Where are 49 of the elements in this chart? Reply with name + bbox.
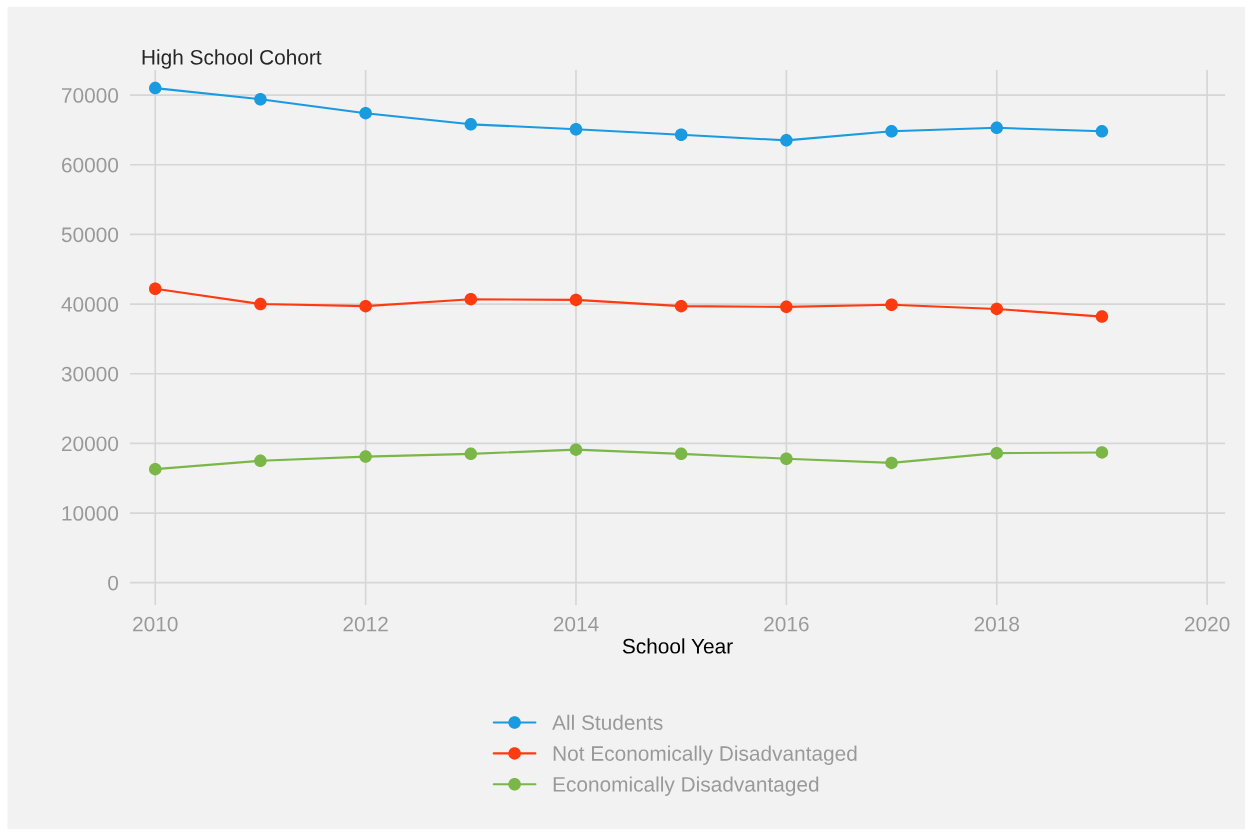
point — [780, 452, 793, 465]
point — [1095, 310, 1109, 323]
y-tick-label: 20000 — [62, 436, 119, 452]
legend-label: Economically Disadvantaged — [553, 776, 819, 796]
x-tick-label: 2014 — [553, 616, 599, 632]
point — [990, 302, 1003, 316]
legend-label: Not Economically Disadvantaged — [553, 745, 857, 765]
point — [148, 462, 162, 476]
y-tick-label: 30000 — [61, 366, 119, 382]
point — [254, 297, 267, 311]
point — [464, 447, 478, 461]
point — [674, 447, 688, 461]
point — [674, 128, 688, 142]
point — [569, 293, 583, 307]
y-tick-label: 40000 — [61, 297, 119, 312]
point — [148, 81, 162, 95]
point — [569, 443, 583, 456]
point — [885, 125, 898, 138]
point — [254, 454, 267, 468]
x-tick-label: 2018 — [974, 616, 1020, 632]
point — [990, 446, 1003, 460]
y-tick-label: 70000 — [62, 88, 119, 103]
x-tick-label: 2010 — [133, 616, 178, 632]
x-axis-title: School Year — [622, 638, 733, 654]
y-tick-label: 0 — [108, 575, 119, 591]
point — [1095, 446, 1109, 459]
point — [990, 121, 1003, 135]
y-tick-label: 10000 — [62, 506, 119, 521]
point — [464, 118, 478, 131]
x-tick-label: 2020 — [1185, 616, 1230, 632]
legend-label: All Students — [552, 714, 663, 730]
point — [885, 298, 898, 312]
x-tick-label: 2016 — [764, 616, 809, 632]
x-tick-label: 2012 — [343, 616, 388, 632]
point — [1095, 125, 1109, 138]
point — [569, 122, 583, 136]
point — [254, 93, 267, 106]
point — [780, 134, 793, 147]
point — [359, 299, 372, 313]
point — [359, 450, 372, 463]
point — [464, 292, 478, 306]
point — [148, 282, 162, 295]
point — [780, 300, 793, 314]
point — [885, 456, 898, 470]
y-tick-label: 50000 — [61, 227, 119, 243]
chart-title: High School Cohort — [142, 49, 322, 69]
point — [674, 299, 688, 313]
y-tick-label: 60000 — [62, 157, 119, 173]
point — [359, 106, 372, 120]
